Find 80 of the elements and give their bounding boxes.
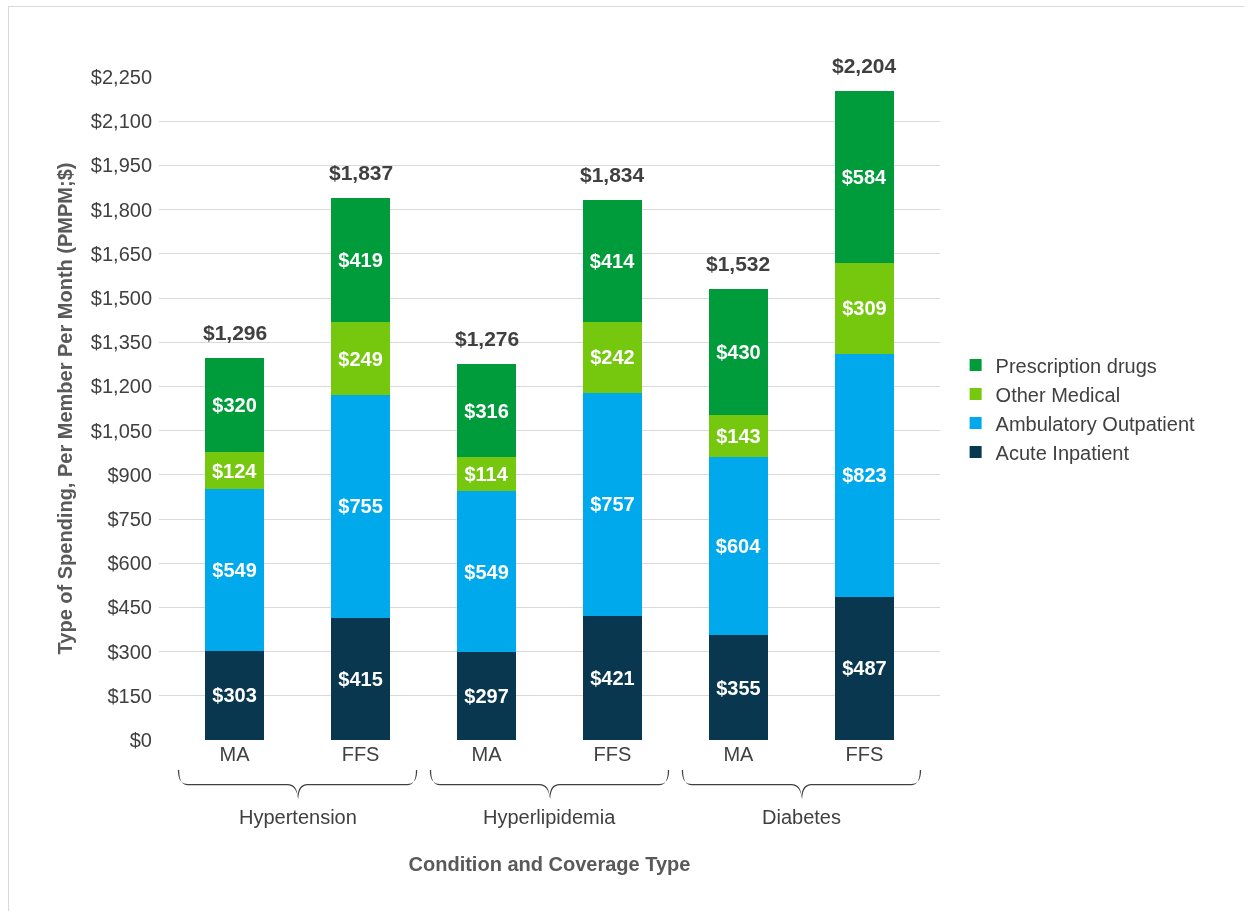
data-label: $124	[211, 459, 258, 482]
data-label: $487	[842, 657, 887, 680]
x-axis-title: Condition and Coverage Type	[408, 852, 691, 875]
bar	[582, 615, 643, 740]
data-label: $316	[464, 399, 509, 422]
y-tick-label: $600	[107, 552, 152, 575]
x-tick-label: FFS	[593, 743, 632, 765]
y-tick-label: $1,350	[90, 331, 152, 354]
total-label: $1,296	[203, 321, 268, 344]
legend-label: Ambulatory Outpatient	[995, 412, 1196, 435]
total-label: $1,834	[580, 163, 645, 186]
bar	[456, 490, 517, 653]
x-tick-label: MA	[219, 743, 251, 765]
data-label: $249	[338, 347, 383, 370]
y-tick-label: $300	[107, 640, 152, 663]
bar	[708, 457, 769, 636]
y-tick-label: $150	[107, 684, 152, 707]
data-label: $309	[842, 297, 887, 320]
legend-label: Acute Inpatient	[995, 441, 1130, 464]
data-label: $584	[841, 165, 888, 188]
bar	[708, 288, 769, 416]
bar	[330, 617, 391, 740]
data-label: $755	[338, 495, 383, 518]
y-tick-label: $1,050	[90, 419, 152, 442]
total-label: $1,532	[706, 252, 771, 275]
total-label: $1,276	[455, 327, 520, 350]
bar	[330, 395, 391, 618]
data-label: $430	[716, 340, 761, 363]
x-tick-label: MA	[723, 743, 755, 765]
data-label: $303	[212, 684, 257, 707]
data-label: $320	[212, 394, 257, 417]
text: Hyperlipidemia	[483, 806, 617, 828]
data-label: $414	[589, 249, 636, 272]
text: Hypertension	[239, 806, 357, 828]
bar	[834, 596, 895, 740]
data-label: $549	[212, 558, 257, 581]
total-label: $1,837	[329, 161, 394, 184]
y-tick-label: $1,500	[90, 287, 152, 309]
y-tick-label: $1,650	[90, 242, 152, 265]
data-label: $355	[716, 676, 761, 699]
y-tick-label: $750	[107, 508, 152, 530]
y-tick-label: $1,800	[90, 198, 152, 221]
data-label: $421	[590, 666, 635, 689]
y-tick-label: $1,950	[90, 154, 152, 177]
data-label: $297	[464, 685, 509, 708]
y-tick-label: $0	[129, 729, 152, 751]
x-tick-label: FFS	[341, 743, 380, 765]
x-tick-label: FFS	[845, 743, 884, 765]
y-tick-label: $450	[107, 596, 152, 619]
y-tick-label: $2,250	[90, 66, 152, 88]
bar	[582, 199, 643, 322]
bar	[834, 90, 895, 263]
data-label: $415	[338, 667, 383, 690]
data-label: $419	[338, 249, 383, 272]
legend-label: Other Medical	[995, 383, 1121, 406]
y-tick-label: $1,200	[90, 375, 152, 398]
data-label: $143	[716, 425, 761, 448]
bar	[204, 650, 265, 740]
bar	[204, 488, 265, 651]
y-tick-label: $2,100	[90, 110, 152, 133]
x-tick-label: MA	[471, 743, 503, 765]
bar	[834, 262, 895, 354]
bar	[834, 353, 895, 597]
data-label: $604	[715, 535, 762, 558]
data-label: $114	[464, 462, 509, 485]
y-tick-label: $900	[107, 463, 152, 486]
data-label: $757	[590, 493, 635, 516]
legend-label: Prescription drugs	[995, 354, 1157, 377]
bar	[708, 635, 769, 740]
text: Diabetes	[762, 806, 841, 828]
y-axis-title: Type of Spending, Per Member Per Month (PMPM;$)	[54, 162, 77, 655]
bar	[582, 392, 643, 616]
data-label: $242	[590, 346, 635, 369]
total-label: $2,204	[832, 54, 897, 77]
bar	[330, 198, 391, 322]
bar	[204, 358, 265, 453]
data-label: $823	[842, 464, 887, 487]
bar	[456, 364, 517, 458]
bar	[456, 652, 517, 740]
data-label: $549	[464, 560, 509, 583]
